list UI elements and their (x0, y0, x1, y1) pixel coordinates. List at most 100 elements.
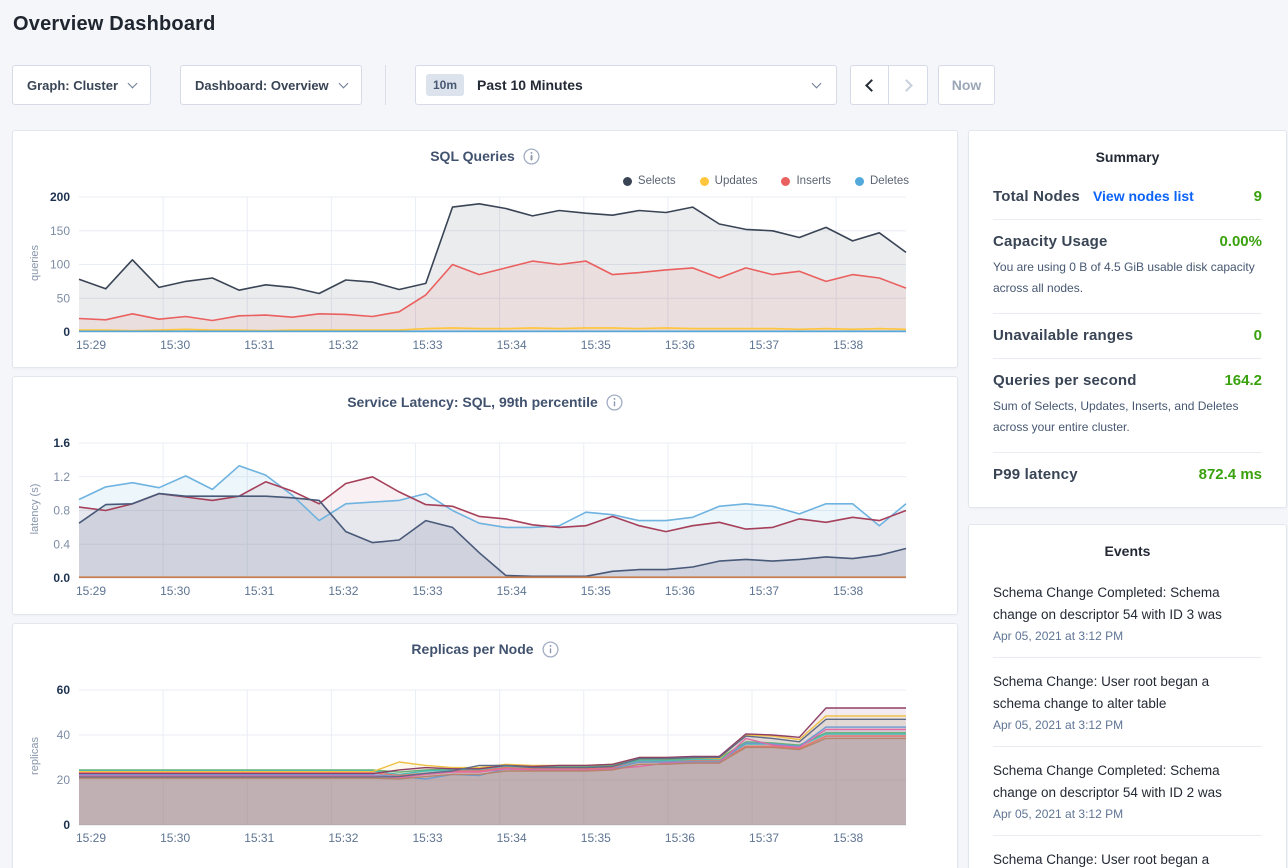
svg-text:20: 20 (57, 773, 71, 787)
chevron-down-icon (811, 78, 822, 88)
toolbar: Graph: Cluster Dashboard: Overview 10m P… (12, 65, 1276, 105)
toolbar-divider (385, 65, 386, 105)
svg-text:1.6: 1.6 (53, 436, 70, 450)
svg-text:15:32: 15:32 (328, 831, 358, 845)
chart-legend: Selects Updates Inserts Deletes (622, 175, 909, 187)
time-range-label: Past 10 Minutes (477, 77, 583, 93)
svg-text:0.8: 0.8 (53, 504, 70, 518)
replicas-per-node-chart[interactable]: 0 20 40 60 15:29 15:30 15:31 15:32 15:33 15:34 15:… (13, 624, 957, 868)
info-icon[interactable] (523, 148, 540, 165)
svg-text:15:33: 15:33 (413, 584, 443, 598)
event-message: Schema Change: User root began a schema … (993, 852, 1210, 867)
stat-label: Capacity Usage (993, 233, 1108, 250)
svg-text:15:38: 15:38 (833, 831, 863, 845)
sql-queries-chart[interactable]: 0 50 100 150 200 15:29 15:30 15:31 15:32 15:33 15:… (13, 131, 957, 367)
event-timestamp: Apr 05, 2021 at 3:12 PM (993, 629, 1124, 643)
legend-item-updates[interactable]: Updates (699, 175, 758, 187)
stat-subtext: You are using 0 B of 4.5 GiB usable disk… (993, 260, 1255, 295)
svg-text:15:32: 15:32 (328, 584, 358, 598)
stat-value: 0.00% (1219, 233, 1262, 250)
svg-text:100: 100 (50, 258, 70, 272)
svg-text:15:37: 15:37 (749, 338, 779, 352)
svg-text:15:30: 15:30 (160, 831, 190, 845)
stat-value: 872.4 ms (1198, 466, 1262, 483)
legend-item-inserts[interactable]: Inserts (781, 175, 831, 187)
events-panel: Events Schema Change Completed: Schema c… (968, 524, 1287, 868)
chart-title: SQL Queries (430, 148, 515, 164)
svg-text:40: 40 (57, 728, 71, 742)
y-axis-label: queries (29, 244, 41, 282)
service-latency-canvas[interactable]: 0.0 0.4 0.8 1.2 1.6 15:29 15:30 15:31 15:32 15:33… (13, 377, 957, 609)
event-item[interactable]: Schema Change: User root began a schema … (993, 658, 1262, 747)
svg-text:15:36: 15:36 (665, 338, 695, 352)
summary-stat-p99-latency: P99 latency 872.4 ms (993, 453, 1262, 497)
svg-text:15:33: 15:33 (413, 338, 443, 352)
svg-text:15:30: 15:30 (160, 338, 190, 352)
legend-label: Selects (637, 175, 676, 187)
time-step-buttons (850, 65, 928, 105)
svg-text:50: 50 (57, 291, 71, 305)
svg-text:15:35: 15:35 (581, 584, 611, 598)
svg-text:15:31: 15:31 (244, 831, 274, 845)
svg-text:15:35: 15:35 (581, 831, 611, 845)
time-range-selector[interactable]: 10m Past 10 Minutes (415, 65, 837, 105)
legend-dot-icon (622, 176, 632, 186)
legend-dot-icon (781, 176, 791, 186)
svg-text:15:35: 15:35 (581, 338, 611, 352)
svg-text:0.0: 0.0 (53, 571, 70, 585)
replicas-per-node-panel: 0 20 40 60 15:29 15:30 15:31 15:32 15:33 15:34 15:… (12, 623, 958, 868)
dashboard-dropdown-label: Dashboard: Overview (195, 77, 329, 93)
svg-text:15:31: 15:31 (244, 338, 274, 352)
stat-value: 164.2 (1224, 372, 1262, 389)
stat-subtext: Sum of Selects, Updates, Inserts, and De… (993, 399, 1239, 434)
graph-dropdown[interactable]: Graph: Cluster (12, 65, 152, 105)
summary-stat-unavailable-ranges: Unavailable ranges 0 (993, 314, 1262, 359)
summary-title: Summary (1095, 149, 1160, 165)
chevron-down-icon (338, 78, 349, 88)
event-message: Schema Change Completed: Schema change o… (993, 585, 1222, 622)
svg-text:15:38: 15:38 (833, 584, 863, 598)
events-title: Events (1104, 543, 1151, 559)
stat-label: Unavailable ranges (993, 327, 1134, 344)
chevron-down-icon (127, 78, 138, 88)
dashboard-dropdown[interactable]: Dashboard: Overview (180, 65, 362, 105)
svg-text:15:37: 15:37 (749, 584, 779, 598)
event-message: Schema Change: User root began a schema … (993, 674, 1210, 711)
stat-value: 9 (1253, 188, 1262, 205)
sidebar: Summary Total Nodes View nodes list 9 Ca… (968, 130, 1287, 868)
y-axis-label: replicas (29, 737, 41, 775)
chart-title-row: SQL Queries (13, 148, 957, 166)
chevron-right-icon (899, 78, 913, 92)
summary-stat-queries-per-second: Queries per second 164.2 Sum of Selects,… (993, 359, 1262, 453)
svg-text:200: 200 (50, 190, 70, 204)
info-icon[interactable] (542, 641, 559, 658)
event-item[interactable]: Schema Change: User root began a schema … (993, 836, 1262, 868)
event-message: Schema Change Completed: Schema change o… (993, 763, 1222, 800)
summary-panel: Summary Total Nodes View nodes list 9 Ca… (968, 130, 1287, 508)
event-item[interactable]: Schema Change Completed: Schema change o… (993, 569, 1262, 658)
event-item[interactable]: Schema Change Completed: Schema change o… (993, 747, 1262, 836)
chart-title: Replicas per Node (411, 641, 534, 657)
now-button[interactable]: Now (938, 65, 995, 105)
time-back-button[interactable] (850, 65, 889, 105)
svg-text:15:29: 15:29 (76, 584, 106, 598)
view-nodes-list-link[interactable]: View nodes list (1092, 188, 1194, 204)
svg-text:15:33: 15:33 (413, 831, 443, 845)
stat-label: Total Nodes (993, 188, 1080, 205)
svg-text:150: 150 (50, 224, 70, 238)
legend-label: Deletes (870, 175, 909, 187)
sql-queries-canvas[interactable]: 0 50 100 150 200 15:29 15:30 15:31 15:32 15:33 15:… (13, 131, 957, 363)
legend-item-selects[interactable]: Selects (622, 175, 676, 187)
info-icon[interactable] (606, 394, 623, 411)
svg-text:0: 0 (63, 818, 70, 832)
svg-text:15:29: 15:29 (76, 338, 106, 352)
replicas-per-node-canvas[interactable]: 0 20 40 60 15:29 15:30 15:31 15:32 15:33 15:34 15:… (13, 624, 957, 856)
legend-item-deletes[interactable]: Deletes (855, 175, 909, 187)
service-latency-chart[interactable]: 0.0 0.4 0.8 1.2 1.6 15:29 15:30 15:31 15:32 15:33… (13, 377, 957, 614)
svg-text:15:31: 15:31 (244, 584, 274, 598)
legend-label: Updates (714, 175, 758, 187)
svg-text:15:29: 15:29 (76, 831, 106, 845)
event-timestamp: Apr 05, 2021 at 3:12 PM (993, 807, 1124, 821)
time-forward-button[interactable] (889, 65, 928, 105)
stat-label: P99 latency (993, 466, 1078, 483)
